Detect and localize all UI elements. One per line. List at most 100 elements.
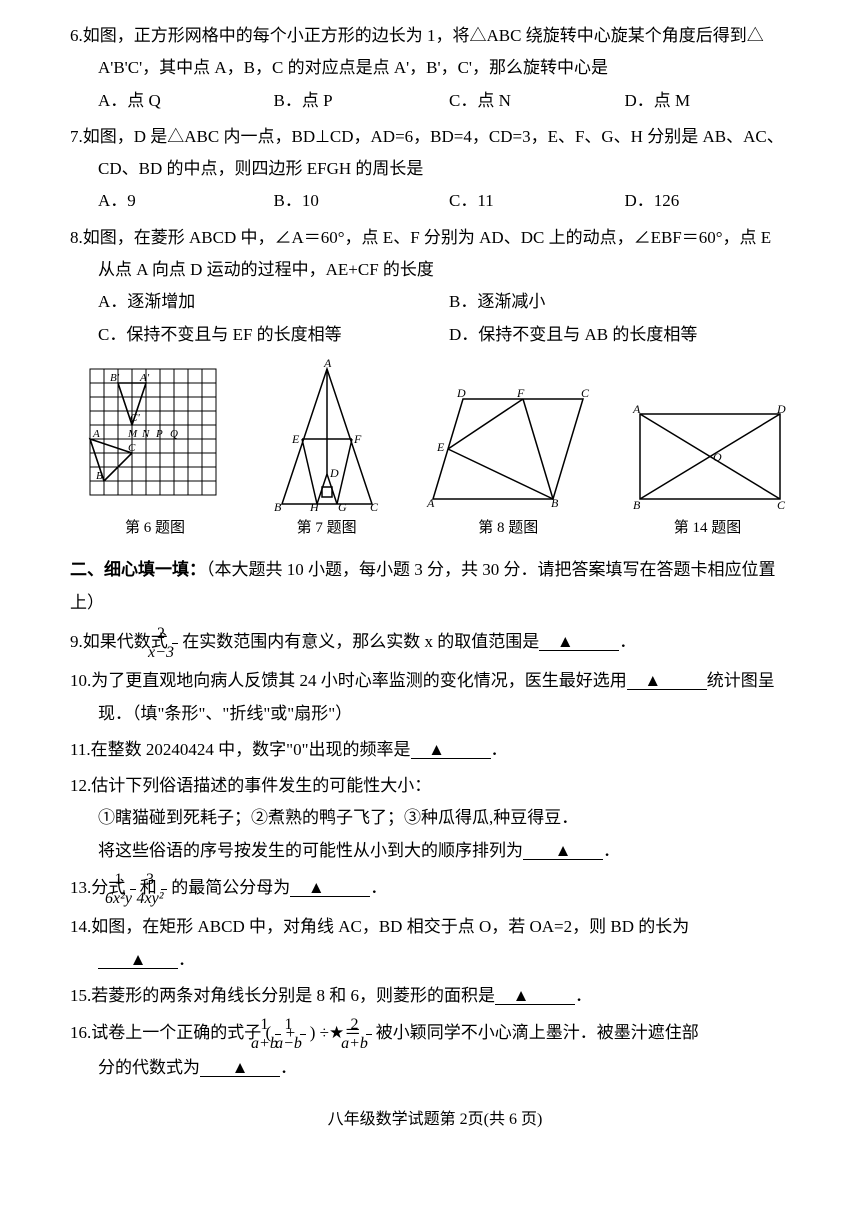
figure-14: AD BC O 第 14 题图	[625, 399, 790, 543]
q10-num: 10.	[70, 671, 91, 690]
q10-blank: ▲	[627, 672, 707, 690]
svg-text:A: A	[632, 402, 641, 416]
q10-text1: 为了更直观地向病人反馈其 24 小时心率监测的变化情况，医生最好选用	[91, 671, 627, 690]
svg-text:B: B	[274, 500, 282, 514]
q13-blank: ▲	[290, 879, 370, 897]
q7-optB: B．10	[274, 185, 450, 217]
q11-blank: ▲	[411, 741, 491, 759]
triangle-diagram: A EF D BHGC	[262, 359, 392, 514]
figure-14-caption: 第 14 题图	[625, 514, 790, 543]
q15-period: ．	[575, 986, 592, 1005]
q16-text3: 被小颖同学不小心滴上墨汁．被墨汁遮住部	[376, 1023, 699, 1042]
svg-text:C: C	[128, 442, 136, 454]
svg-text:M: M	[127, 428, 138, 440]
q12-line3: 将这些俗语的序号按发生的可能性从小到大的顺序排列为▲．	[70, 835, 800, 867]
q12-num: 12.	[70, 776, 91, 795]
q14-period: ．	[178, 950, 195, 969]
q7-line1: 7.如图，D 是△ABC 内一点，BD⊥CD，AD=6，BD=4，CD=3，E、…	[70, 121, 800, 153]
q14-line1: 14.如图，在矩形 ABCD 中，对角线 AC，BD 相交于点 O，若 OA=2…	[70, 911, 800, 943]
q15-line: 15.若菱形的两条对角线长分别是 8 和 6，则菱形的面积是▲．	[70, 980, 800, 1012]
svg-text:B': B'	[110, 372, 120, 384]
q13-line: 13.分式 16x²y 和 34xy² 的最简公分母为▲．	[70, 871, 800, 907]
svg-text:A: A	[426, 496, 435, 510]
svg-text:C: C	[581, 386, 590, 400]
rhombus-diagram: AB CD FE	[423, 379, 593, 514]
q14-num: 14.	[70, 917, 91, 936]
q6-line1: 6.如图，正方形网格中的每个小正方形的边长为 1，将△ABC 绕旋转中心旋某个角…	[70, 20, 800, 52]
figure-8: AB CD FE 第 8 题图	[423, 379, 593, 543]
svg-text:G: G	[338, 500, 347, 514]
q15-num: 15.	[70, 986, 91, 1005]
question-11: 11.在整数 20240424 中，数字"0"出现的频率是▲．	[70, 734, 800, 766]
q7-options: A．9 B．10 C．11 D．126	[70, 185, 800, 217]
q14-blank: ▲	[98, 951, 178, 969]
svg-text:Q: Q	[170, 428, 178, 440]
q12-text1: 估计下列俗语描述的事件发生的可能性大小：	[91, 776, 431, 795]
q9-frac: 2x−3	[172, 625, 178, 661]
q8-text1: 如图，在菱形 ABCD 中，∠A＝60°，点 E、F 分别为 AD、DC 上的动…	[83, 228, 771, 247]
q16-num: 16.	[70, 1023, 91, 1042]
svg-text:P: P	[155, 428, 163, 440]
svg-text:A: A	[92, 428, 100, 440]
q9-period: ．	[619, 632, 636, 651]
q8-line1: 8.如图，在菱形 ABCD 中，∠A＝60°，点 E、F 分别为 AD、DC 上…	[70, 222, 800, 254]
svg-text:C': C'	[130, 412, 140, 424]
q16-blank: ▲	[200, 1059, 280, 1077]
q13-frac2: 34xy²	[161, 871, 167, 907]
q7-optC: C．11	[449, 185, 625, 217]
q12-line2: ①瞎猫碰到死耗子；②煮熟的鸭子飞了；③种瓜得瓜,种豆得豆．	[70, 802, 800, 834]
q7-line2: CD、BD 的中点，则四边形 EFGH 的周长是	[70, 153, 800, 185]
q12-text3: 将这些俗语的序号按发生的可能性从小到大的顺序排列为	[98, 841, 523, 860]
svg-text:D: D	[329, 466, 339, 480]
svg-text:D: D	[776, 402, 786, 416]
svg-text:N: N	[141, 428, 150, 440]
svg-text:E: E	[291, 432, 300, 446]
q16-line2: 分的代数式为▲．	[70, 1052, 800, 1084]
q11-period: ．	[491, 740, 508, 759]
svg-text:B: B	[551, 496, 559, 510]
figure-6-caption: 第 6 题图	[80, 514, 230, 543]
svg-text:O: O	[713, 450, 722, 464]
question-16: 16.试卷上一个正确的式子 ( 1a+b + 1a−b ) ÷★＝ 2a+b 被…	[70, 1016, 800, 1084]
q12-line1: 12.估计下列俗语描述的事件发生的可能性大小：	[70, 770, 800, 802]
svg-text:D: D	[456, 386, 466, 400]
svg-text:B: B	[96, 470, 103, 482]
grid-diagram: B'A' C' AMNPQ CB	[80, 359, 230, 514]
q7-text1: 如图，D 是△ABC 内一点，BD⊥CD，AD=6，BD=4，CD=3，E、F、…	[83, 127, 784, 146]
q10-text2: 统计图呈	[707, 671, 775, 690]
q9-line: 9.如果代数式 2x−3 在实数范围内有意义，那么实数 x 的取值范围是▲．	[70, 625, 800, 661]
q9-textb: 在实数范围内有意义，那么实数 x 的取值范围是	[182, 632, 539, 651]
section-2-label: 二、细心填一填：	[70, 560, 206, 579]
section-2-title: 二、细心填一填：（本大题共 10 小题，每小题 3 分，共 30 分．请把答案填…	[70, 554, 800, 619]
question-12: 12.估计下列俗语描述的事件发生的可能性大小： ①瞎猫碰到死耗子；②煮熟的鸭子飞…	[70, 770, 800, 867]
q8-optA: A．逐渐增加	[98, 286, 449, 318]
q12-period: ．	[603, 841, 620, 860]
q13-period: ．	[370, 878, 387, 897]
question-15: 15.若菱形的两条对角线长分别是 8 和 6，则菱形的面积是▲．	[70, 980, 800, 1012]
q11-num: 11.	[70, 740, 91, 759]
figure-6: B'A' C' AMNPQ CB 第 6 题图	[80, 359, 230, 543]
q13-text3: 的最简公分母为	[171, 878, 290, 897]
q6-options: A．点 Q B．点 P C．点 N D．点 M	[70, 85, 800, 117]
q14-text1: 如图，在矩形 ABCD 中，对角线 AC，BD 相交于点 O，若 OA=2，则 …	[91, 917, 689, 936]
svg-text:A: A	[323, 359, 332, 370]
question-7: 7.如图，D 是△ABC 内一点，BD⊥CD，AD=6，BD=4，CD=3，E、…	[70, 121, 800, 218]
q8-optD: D．保持不变且与 AB 的长度相等	[449, 319, 800, 351]
q11-text: 在整数 20240424 中，数字"0"出现的频率是	[91, 740, 411, 759]
svg-text:C: C	[777, 498, 786, 512]
figure-7: A EF D BHGC 第 7 题图	[262, 359, 392, 543]
page-footer: 八年级数学试题第 2页(共 6 页)	[70, 1105, 800, 1135]
q10-line2: 现．（填"条形"、"折线"或"扇形"）	[70, 698, 800, 730]
q7-num: 7.	[70, 127, 83, 146]
figure-7-caption: 第 7 题图	[262, 514, 392, 543]
svg-text:E: E	[436, 440, 445, 454]
figure-8-caption: 第 8 题图	[423, 514, 593, 543]
q8-num: 8.	[70, 228, 83, 247]
q9-blank: ▲	[539, 633, 619, 651]
question-14: 14.如图，在矩形 ABCD 中，对角线 AC，BD 相交于点 O，若 OA=2…	[70, 911, 800, 976]
q6-optD: D．点 M	[625, 85, 801, 117]
q8-options: A．逐渐增加 B．逐渐减小 C．保持不变且与 EF 的长度相等 D．保持不变且与…	[70, 286, 800, 351]
q16-frac3: 2a+b	[366, 1016, 372, 1052]
figures-row: B'A' C' AMNPQ CB 第 6 题图 A EF D	[70, 359, 800, 543]
q6-optA: A．点 Q	[98, 85, 274, 117]
